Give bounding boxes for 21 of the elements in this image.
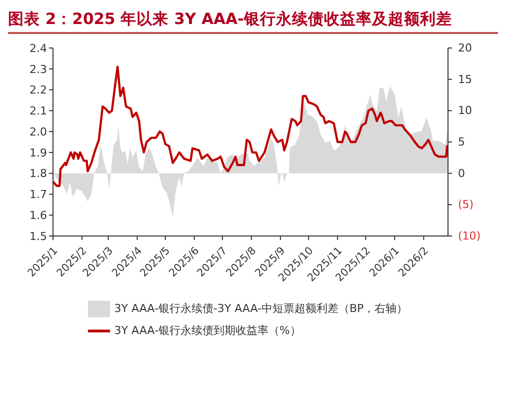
y-tick-label: 2.0 <box>30 125 47 138</box>
y2-tick-label: 15 <box>458 72 472 86</box>
y2-tick-label: 10 <box>458 104 472 118</box>
y2-tick-label: 0 <box>458 166 465 180</box>
y2-tick-label: (10) <box>458 230 481 242</box>
y-tick-label: 1.6 <box>30 209 47 222</box>
chart-title: 图表 2：2025 年以来 3Y AAA-银行永续债收益率及超额利差 <box>8 8 498 34</box>
y-tick-label: 1.5 <box>30 230 47 243</box>
y-tick-label: 1.8 <box>30 167 47 180</box>
y2-tick-label: 20 <box>458 42 472 54</box>
y2-tick-label: (5) <box>458 198 474 212</box>
y-tick-label: 1.7 <box>30 188 47 202</box>
y-tick-label: 1.9 <box>30 146 47 160</box>
y-tick-label: 2.1 <box>30 104 47 118</box>
y2-tick-label: 5 <box>458 136 465 148</box>
legend-label: 3Y AAA-银行永续债-3Y AAA-中短票超额利差（BP，右轴） <box>114 302 408 316</box>
legend-label: 3Y AAA-银行永续债到期收益率（%） <box>114 324 301 338</box>
y-tick-label: 2.4 <box>30 42 47 55</box>
y-tick-label: 2.3 <box>30 62 47 76</box>
y-tick-label: 2.2 <box>30 84 47 97</box>
line-series <box>53 66 448 187</box>
